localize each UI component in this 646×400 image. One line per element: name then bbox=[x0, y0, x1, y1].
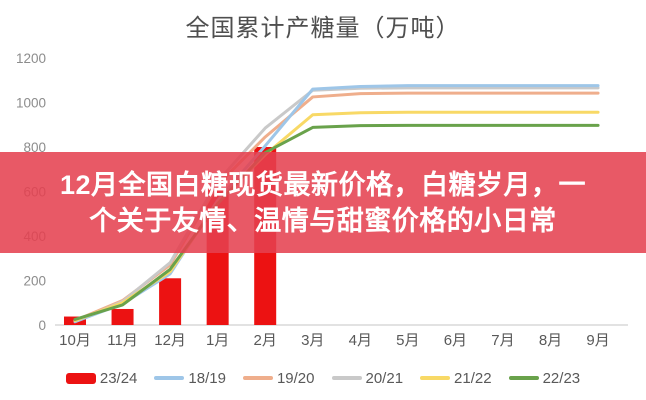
headline-line-1: 12月全国白糖现货最新价格，白糖岁月，一 bbox=[59, 169, 587, 200]
legend-item-20/21: 20/21 bbox=[331, 369, 404, 387]
line-swatch-icon bbox=[331, 376, 362, 380]
y-axis-label: 200 bbox=[23, 274, 46, 289]
y-axis-label: 800 bbox=[23, 140, 46, 155]
bar-swatch-icon bbox=[65, 372, 96, 384]
line-swatch-icon bbox=[420, 376, 451, 380]
headline-banner: 12月全国白糖现货最新价格，白糖岁月，一 个关于友情、温情与甜蜜价格的小日常 bbox=[0, 152, 646, 253]
x-axis-label: 4月 bbox=[349, 332, 372, 349]
line-series-18/19 bbox=[73, 84, 600, 324]
y-axis-label: 0 bbox=[38, 318, 46, 333]
legend-label: 21/22 bbox=[454, 369, 492, 387]
x-axis-label: 8月 bbox=[539, 332, 562, 349]
bar-23/24 bbox=[159, 278, 182, 325]
line-swatch-icon bbox=[154, 376, 185, 380]
legend-label: 23/24 bbox=[99, 369, 138, 387]
x-axis-label: 5月 bbox=[396, 332, 419, 349]
x-axis-label: 12月 bbox=[154, 332, 186, 349]
legend-item-19/20: 19/20 bbox=[242, 369, 315, 387]
x-axis-label: 9月 bbox=[586, 332, 609, 349]
x-axis-label: 1月 bbox=[206, 332, 229, 349]
line-series-22/23 bbox=[73, 123, 600, 321]
legend-label: 18/19 bbox=[188, 369, 226, 387]
legend-label: 22/23 bbox=[542, 369, 581, 387]
legend-label: 19/20 bbox=[276, 369, 315, 387]
headline-line-2: 个关于友情、温情与甜蜜价格的小日常 bbox=[89, 205, 557, 236]
legend-item-21/22: 21/22 bbox=[420, 370, 492, 387]
chart-legend: 23/24 18/19 19/20 20/21 21/22 22/23 bbox=[0, 366, 646, 390]
legend-label: 20/21 bbox=[365, 369, 404, 387]
x-axis-label: 10月 bbox=[59, 332, 91, 349]
legend-item-22/23: 22/23 bbox=[508, 369, 581, 387]
line-swatch-icon bbox=[508, 376, 539, 380]
legend-item-18/19: 18/19 bbox=[154, 370, 226, 387]
x-axis-label: 7月 bbox=[491, 332, 514, 349]
x-axis-label: 3月 bbox=[301, 332, 324, 349]
x-axis-label: 6月 bbox=[444, 332, 467, 349]
bar-23/24 bbox=[111, 308, 134, 325]
x-axis-label: 11月 bbox=[107, 332, 138, 349]
legend-item-23/24: 23/24 bbox=[65, 369, 138, 387]
chart-title: 全国累计产糖量（万吨） bbox=[185, 16, 461, 42]
line-swatch-icon bbox=[242, 376, 273, 380]
y-axis-label: 1200 bbox=[16, 51, 46, 66]
x-axis-label: 2月 bbox=[254, 332, 277, 349]
y-axis-label: 1000 bbox=[16, 96, 46, 111]
